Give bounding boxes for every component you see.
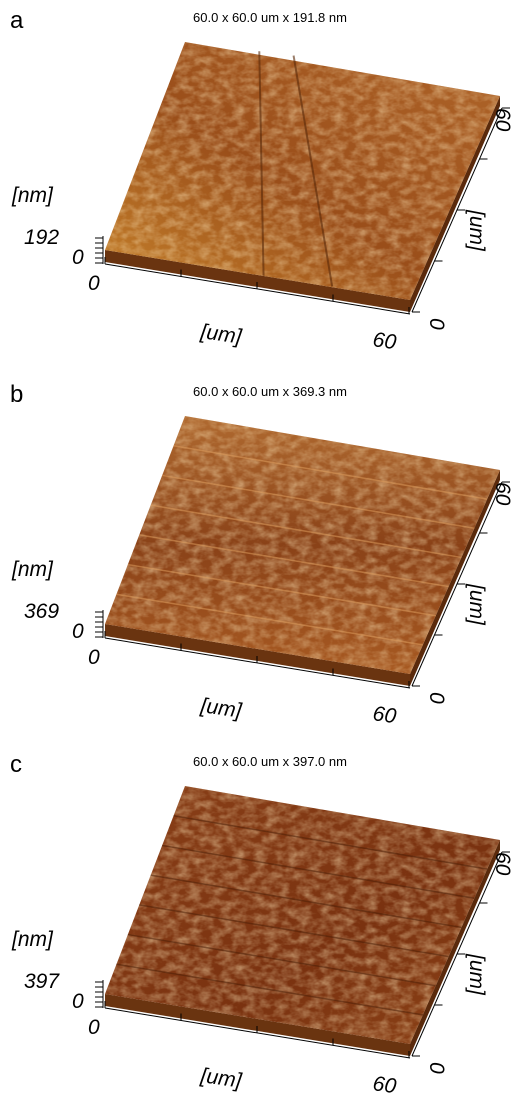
z-min: 0 [72,990,84,1013]
z-max: 397 [24,970,60,993]
x-max: 60 [371,702,398,728]
x-unit: [um] [198,320,244,349]
y-max: 60 [491,482,514,506]
panel-title: 60.0 x 60.0 um x 369.3 nm [193,384,347,399]
y-unit: [um] [465,583,488,626]
z-unit: [nm] [11,558,54,581]
y-unit: [um] [465,953,488,996]
x-max: 60 [371,328,398,354]
x-min: 0 [88,646,100,669]
z-max: 369 [24,600,59,623]
z-max: 192 [24,226,59,249]
y-max: 60 [491,852,514,876]
panel-label: c [10,751,22,778]
figure: a60.0 x 60.0 um x 191.8 nm[nm]19200[um]6… [0,0,526,1095]
y-min: 0 [425,318,448,330]
panel-label: a [10,7,24,34]
panel-title: 60.0 x 60.0 um x 191.8 nm [193,10,347,25]
x-unit: [um] [198,1064,244,1093]
z-min: 0 [72,620,84,643]
y-unit: [um] [465,209,488,252]
z-unit: [nm] [11,184,54,207]
x-min: 0 [88,1016,100,1039]
z-min: 0 [72,246,84,269]
x-unit: [um] [198,694,244,723]
x-max: 60 [371,1072,398,1095]
y-min: 0 [425,692,448,704]
y-min: 0 [425,1062,448,1074]
panel-label: b [10,381,23,408]
y-max: 60 [491,108,514,132]
x-min: 0 [88,272,100,295]
z-unit: [nm] [11,928,54,951]
panel-title: 60.0 x 60.0 um x 397.0 nm [193,754,347,769]
